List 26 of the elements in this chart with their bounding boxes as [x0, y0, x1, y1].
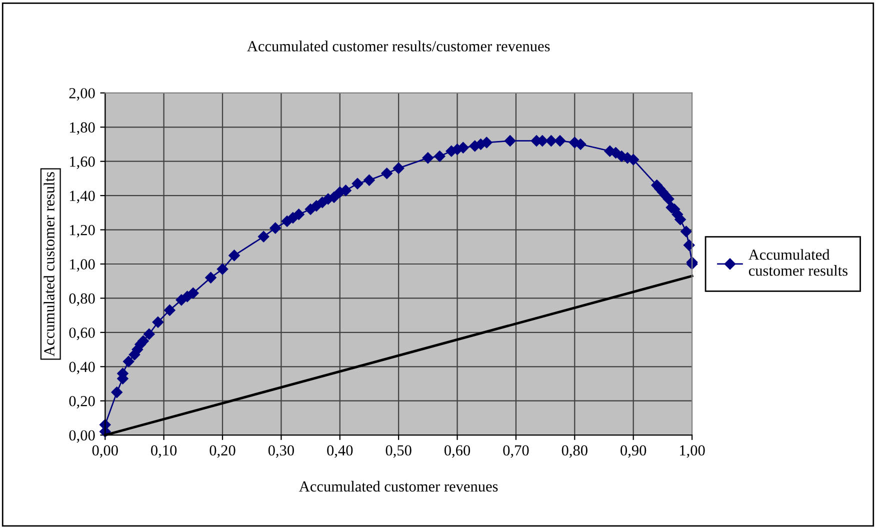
x-tick-label: 0,70	[503, 445, 529, 458]
y-tick-label: 2,00	[69, 88, 95, 101]
x-tick-label: 0,00	[92, 445, 118, 458]
x-tick-label: 1,00	[680, 445, 705, 458]
x-axis-title: Accumulated customer revenues	[299, 480, 498, 492]
y-tick-label: 0,20	[69, 396, 95, 409]
x-tick-label: 0,20	[210, 445, 236, 458]
chart-title: Accumulated customer results/customer revenues	[247, 40, 550, 52]
y-tick-label: 1,40	[70, 190, 95, 204]
x-tick-label: 0,60	[444, 445, 470, 458]
legend-label: Accumulated customer results	[748, 249, 848, 276]
x-tick-label: 0,50	[386, 445, 412, 458]
x-tick-label: 0,10	[151, 445, 177, 458]
y-tick-label: 0,40	[69, 362, 95, 374]
y-axis-title: Accumulated customer results	[44, 172, 54, 356]
x-tick-label: 0,30	[268, 445, 294, 458]
y-tick-label: 1,60	[70, 156, 95, 170]
x-tick-label: 0,40	[327, 445, 353, 458]
y-tick-label: 1,00	[70, 259, 95, 272]
y-tick-label: 1,80	[70, 122, 95, 135]
y-tick-label: 1,20	[70, 224, 95, 238]
x-tick-label: 0,90	[620, 445, 646, 458]
y-tick-label: 0,80	[69, 293, 95, 306]
y-tick-label: 0,60	[69, 328, 95, 340]
y-tick-label: 0,00	[69, 430, 95, 443]
x-tick-label: 0,80	[562, 445, 588, 458]
